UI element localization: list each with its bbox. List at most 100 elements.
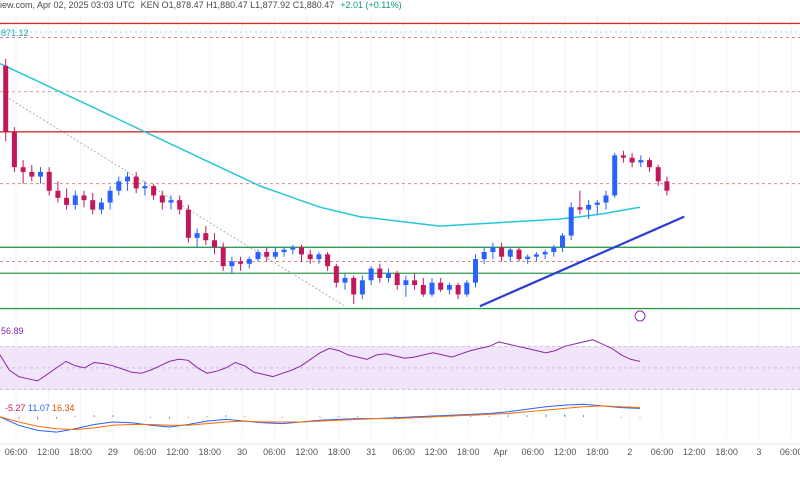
x-tick-label: 06:00 — [392, 447, 415, 457]
candle-body — [11, 131, 17, 168]
candle-body — [542, 252, 548, 255]
moving-average-line — [0, 62, 641, 227]
candle-body — [455, 285, 461, 295]
x-tick-label: 18:00 — [328, 447, 351, 457]
macd-line — [0, 403, 641, 433]
x-tick-label: 18:00 — [586, 447, 609, 457]
x-tick-label: 12:00 — [37, 447, 60, 457]
candle-body — [420, 285, 426, 295]
candle-body — [481, 252, 487, 260]
candle-body — [272, 252, 278, 257]
descending-helper-line — [5, 96, 346, 307]
candle-body — [394, 273, 400, 286]
x-tick-label: 18:00 — [69, 447, 92, 457]
candle-body — [473, 259, 478, 283]
x-tick-label: 06:00 — [134, 447, 157, 457]
candle-body — [281, 249, 287, 253]
candle-body — [220, 247, 226, 267]
candle-body — [255, 252, 261, 260]
candle-body — [429, 282, 435, 295]
macd-value-2: 11.07 — [28, 403, 50, 413]
x-tick-label: 3 — [756, 447, 761, 457]
x-tick-label: 18:00 — [457, 447, 480, 457]
rsi-value-label: 56.89 — [1, 326, 24, 336]
candle-body — [133, 176, 139, 189]
candle-body — [307, 254, 313, 260]
x-tick-label: Apr — [493, 447, 507, 457]
candle-body — [386, 273, 391, 278]
candle-body — [403, 280, 409, 286]
candle-body — [194, 233, 200, 238]
x-tick-label: 12:00 — [683, 447, 706, 457]
candle-body — [638, 160, 644, 163]
candle-body — [551, 247, 557, 253]
candle-body — [151, 186, 157, 196]
candle-body — [98, 202, 104, 210]
candle-body — [299, 247, 304, 255]
candle-body — [229, 261, 235, 267]
candle-body — [290, 247, 296, 250]
candle-body — [46, 171, 52, 191]
candle-body — [629, 157, 635, 163]
candle-body — [594, 202, 600, 205]
candle-body — [560, 235, 565, 248]
candle-body — [586, 204, 592, 210]
bullish-trendline — [479, 215, 685, 308]
x-tick-label: 12:00 — [295, 447, 318, 457]
candle-body — [647, 160, 652, 168]
candle-body — [507, 249, 513, 257]
x-tick-label: 06:00 — [263, 447, 286, 457]
candle-body — [603, 195, 609, 203]
macd-value-3: 16.34 — [52, 403, 75, 413]
x-tick-label: 06:00 — [522, 447, 545, 457]
x-tick-label: 31 — [366, 447, 376, 457]
macd-value-1: -5.27 — [5, 403, 26, 413]
candle-body — [238, 261, 244, 264]
candle-body — [212, 240, 217, 248]
x-tick-label: 06:00 — [651, 447, 674, 457]
macd-signal-line — [0, 405, 641, 431]
candle-body — [377, 268, 383, 278]
candle-body — [620, 155, 626, 158]
rsi-line — [0, 339, 641, 382]
candle-body — [116, 181, 122, 191]
x-tick-label: 2 — [627, 447, 632, 457]
candle-body — [72, 195, 78, 205]
x-tick-label: 06:00 — [5, 447, 28, 457]
candle-body — [29, 171, 35, 177]
candle-body — [125, 176, 130, 182]
candle-body — [438, 282, 444, 290]
x-tick-label: 30 — [237, 447, 247, 457]
header-change: +2.01 (+0.11%) — [340, 0, 402, 10]
candle-body — [55, 190, 61, 198]
candle-body — [264, 252, 270, 257]
ma-value-label: 871.12 — [1, 28, 29, 38]
x-tick-label: 12:00 — [166, 447, 189, 457]
candle-body — [342, 277, 348, 283]
alert-marker — [634, 310, 646, 322]
candle-body — [490, 247, 496, 253]
candle-body — [3, 65, 9, 132]
header-ohlc: KEN O1,878.47 H1,880.47 L1,877.92 C1,880… — [140, 0, 335, 10]
candle-body — [533, 254, 539, 257]
candle-body — [577, 207, 583, 210]
candle-body — [246, 259, 252, 264]
candle-body — [464, 282, 470, 295]
candle-body — [446, 285, 452, 290]
candle-body — [81, 195, 87, 201]
candle-body — [177, 200, 183, 210]
candle-body — [325, 254, 331, 267]
candle-body — [655, 167, 661, 182]
candle-body — [107, 190, 113, 203]
candle-body — [159, 195, 165, 203]
candle-body — [64, 197, 70, 205]
candle-body — [203, 233, 209, 241]
candle-body — [142, 186, 148, 189]
candle-body — [525, 256, 531, 260]
candle-body — [316, 254, 322, 260]
candle-body — [333, 266, 339, 283]
header-source-time: iew.com, Apr 02, 2025 03:03 UTC — [0, 0, 135, 10]
candle-body — [499, 247, 505, 257]
candle-body — [168, 200, 174, 203]
